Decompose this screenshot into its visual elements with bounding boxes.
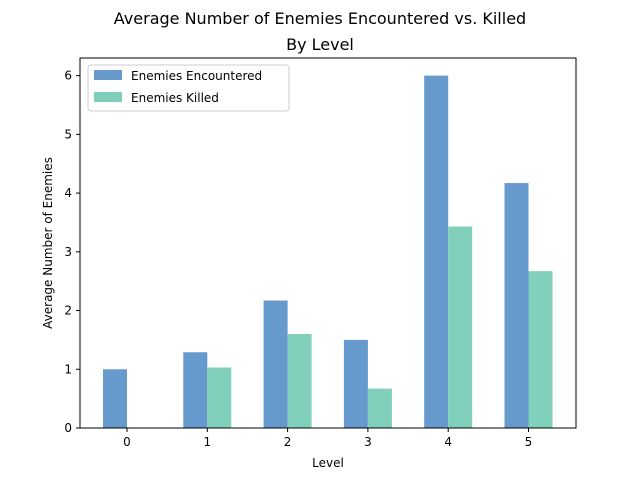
bar-killed-level-3	[367, 388, 392, 428]
y-tick-label: 4	[64, 186, 72, 200]
y-tick-label: 5	[64, 127, 72, 141]
y-axis-ticks: 0 1 2 3 4 5 6	[64, 69, 80, 435]
bar-killed-level-2	[287, 334, 312, 428]
legend-swatch-killed	[94, 92, 122, 102]
x-tick-label: 2	[284, 435, 292, 449]
y-tick-label: 6	[64, 69, 72, 83]
chart-subtitle: By Level	[286, 35, 354, 54]
x-tick-label: 3	[364, 435, 372, 449]
x-axis-ticks: 0 1 2 3 4 5	[123, 428, 532, 449]
bar-encountered-level-3	[343, 339, 368, 428]
legend-label-encountered: Enemies Encountered	[131, 69, 262, 83]
y-axis-label: Average Number of Enemies	[41, 157, 55, 329]
legend-box	[87, 64, 290, 112]
plot-frame	[79, 57, 577, 429]
x-tick-label: 4	[444, 435, 452, 449]
y-tick-label: 0	[64, 421, 72, 435]
bar-encountered-level-1	[183, 352, 208, 428]
x-axis-label: Level	[312, 456, 344, 470]
bar-encountered-level-0	[103, 369, 127, 428]
chart-title: Average Number of Enemies Encountered vs…	[114, 9, 526, 28]
bar-killed-level-1	[207, 367, 232, 428]
bars-group	[103, 75, 553, 428]
y-tick-label: 1	[64, 362, 72, 376]
legend: Enemies Encountered Enemies Killed	[87, 64, 290, 112]
y-tick-label: 3	[64, 245, 72, 259]
x-tick-label: 5	[525, 435, 533, 449]
legend-swatch-encountered	[94, 70, 122, 80]
y-tick-label: 2	[64, 304, 72, 318]
bar-killed-level-4	[448, 226, 473, 428]
x-tick-label: 1	[203, 435, 211, 449]
bar-encountered-level-5	[504, 183, 529, 428]
bar-encountered-level-2	[263, 300, 288, 428]
x-tick-label: 0	[123, 435, 131, 449]
bar-killed-level-5	[528, 271, 553, 428]
bar-encountered-level-4	[424, 75, 449, 428]
legend-label-killed: Enemies Killed	[131, 91, 219, 105]
